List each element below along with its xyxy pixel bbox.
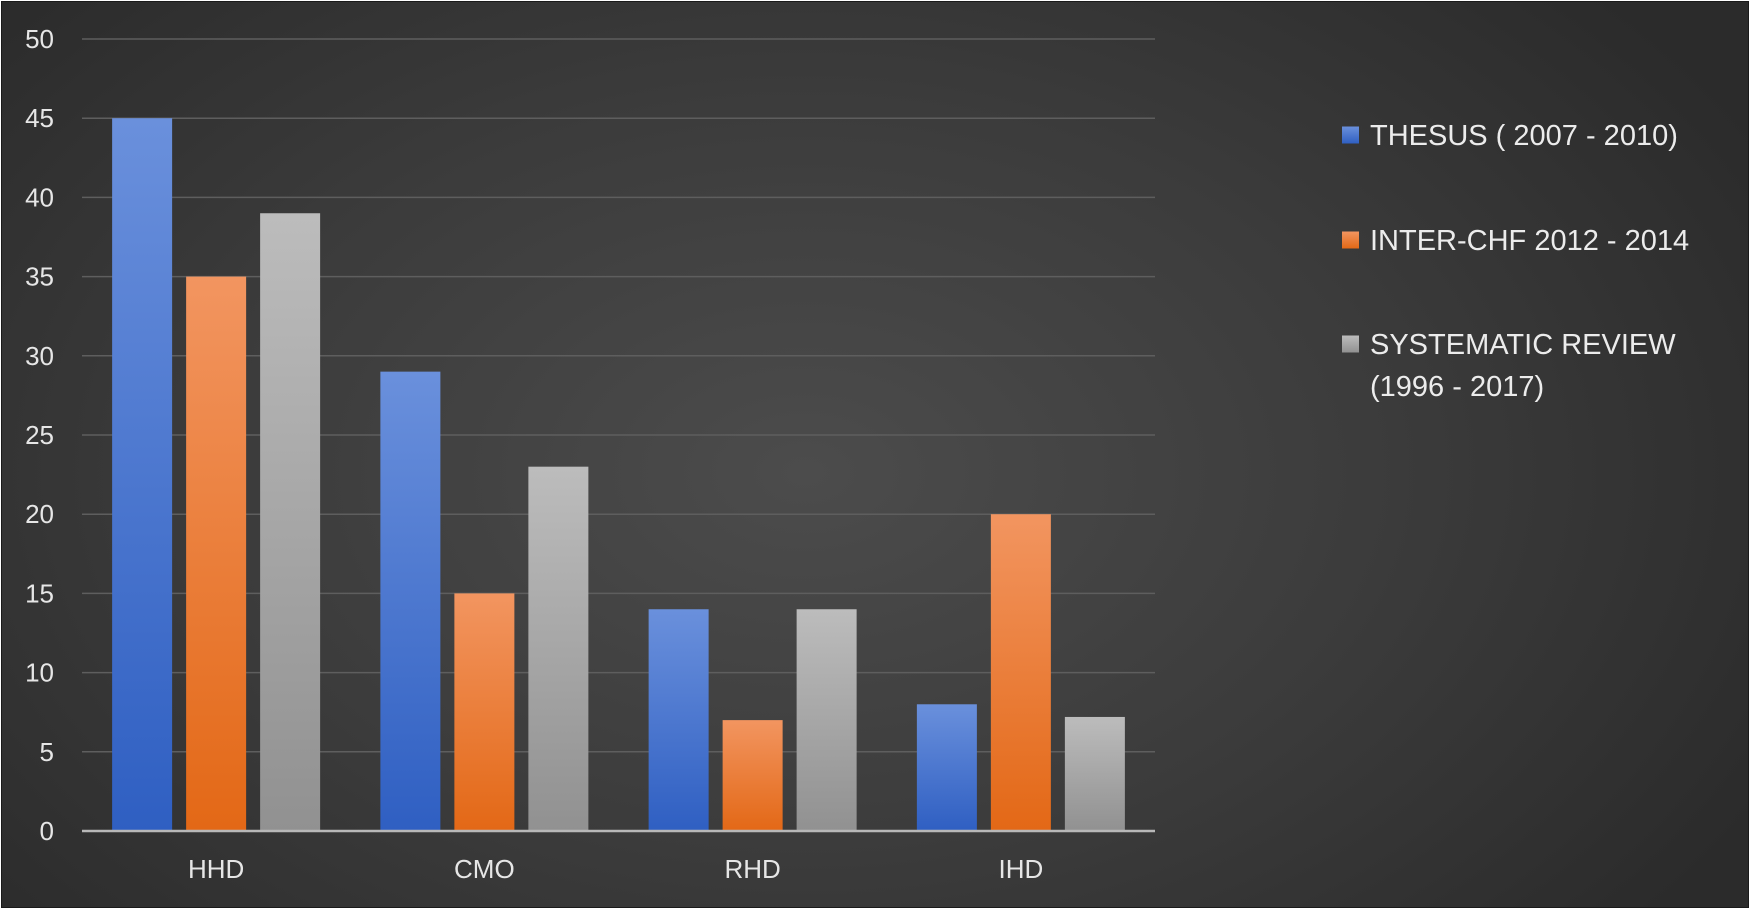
x-category-label: RHD xyxy=(724,854,780,884)
legend-label: INTER-CHF 2012 - 2014 xyxy=(1370,225,1689,257)
x-category-label: CMO xyxy=(454,854,515,884)
y-tick-label: 10 xyxy=(25,658,54,688)
x-category-label: IHD xyxy=(998,854,1043,884)
legend-swatch xyxy=(1342,126,1359,144)
y-tick-label: 50 xyxy=(25,24,54,54)
bar-hhd-series-1 xyxy=(112,118,173,831)
y-tick-label: 40 xyxy=(25,182,54,212)
bar-ihd-series-1 xyxy=(916,704,977,831)
legend-swatch xyxy=(1342,335,1359,353)
y-axis-tick-labels: 0 5 10 15 20 25 30 35 40 45 50 xyxy=(25,24,54,846)
bar-hhd-series-2 xyxy=(186,276,247,832)
legend: THESUS ( 2007 - 2010) INTER-CHF 2012 - 20… xyxy=(1342,120,1689,403)
y-tick-label: 30 xyxy=(25,341,54,371)
bar-cmo-series-2 xyxy=(454,593,515,831)
y-tick-label: 15 xyxy=(25,578,54,608)
legend-label: SYSTEMATIC REVIEW xyxy=(1370,329,1676,361)
y-tick-label: 25 xyxy=(25,420,54,450)
y-tick-label: 5 xyxy=(40,737,54,767)
x-category-label: HHD xyxy=(188,854,244,884)
bar-cmo-series-1 xyxy=(380,371,441,831)
bar-rhd-series-3 xyxy=(796,609,857,831)
bar-cmo-series-3 xyxy=(528,466,589,831)
y-tick-label: 20 xyxy=(25,499,54,529)
x-axis-category-labels: HHD CMO RHD IHD xyxy=(188,854,1043,884)
bar-rhd-series-1 xyxy=(648,609,709,831)
y-tick-label: 0 xyxy=(40,816,54,846)
bar-rhd-series-2 xyxy=(722,720,783,831)
bar-ihd-series-2 xyxy=(990,514,1051,831)
bar-ihd-series-3 xyxy=(1064,716,1125,831)
legend-swatch xyxy=(1342,231,1359,249)
legend-label: (1996 - 2017) xyxy=(1370,371,1544,403)
y-tick-label: 45 xyxy=(25,103,54,133)
bar-hhd-series-3 xyxy=(260,213,321,832)
y-tick-label: 35 xyxy=(25,262,54,292)
legend-label: THESUS ( 2007 - 2010) xyxy=(1370,120,1678,152)
bars xyxy=(112,118,1125,832)
